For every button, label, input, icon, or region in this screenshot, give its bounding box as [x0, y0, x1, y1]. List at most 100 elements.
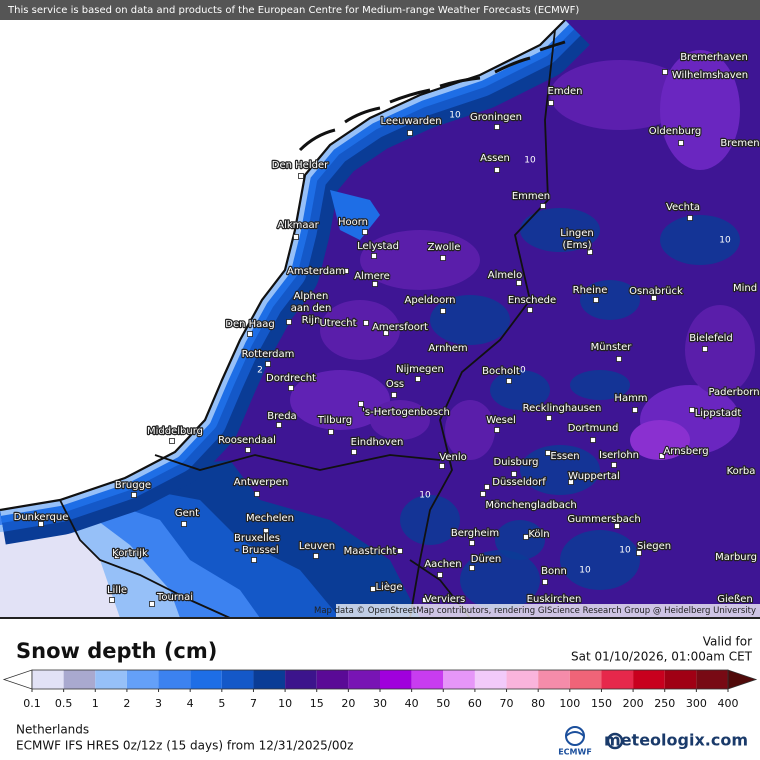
city-label: Emmen	[512, 191, 550, 202]
text-line: (Ems)	[562, 240, 591, 251]
city-label: Bocholt	[482, 366, 520, 377]
city-label: Almelo	[488, 270, 522, 281]
city-label: 's-Hertogenbosch	[362, 407, 450, 418]
city-label: Gent	[175, 508, 199, 519]
city-label: Rotterdam	[242, 349, 295, 360]
city-marker	[494, 124, 500, 130]
city-label: Assen	[480, 153, 510, 164]
city-label: Tournai	[156, 592, 193, 603]
city-marker	[545, 450, 551, 456]
snow-patch	[580, 280, 640, 320]
city-label: Marburg	[715, 552, 757, 563]
city-label: Nijmegen	[396, 364, 444, 375]
city-label: Breda	[267, 411, 296, 422]
snow-patch	[570, 370, 630, 400]
text-line: Rijn	[302, 315, 321, 326]
legend-swatch	[664, 670, 697, 689]
city-label: Almere	[354, 271, 390, 282]
city-label: Wesel	[486, 415, 516, 426]
brand-icon	[606, 732, 624, 750]
border	[154, 454, 441, 471]
city-marker	[38, 521, 44, 527]
ijsselmeer	[330, 190, 380, 240]
map: 10 10 10 2 10 10 10 10 Bremerhaven Wilhelmshaven E…	[0, 0, 760, 619]
city-marker	[494, 427, 500, 433]
colorbar-label: 4	[187, 697, 194, 710]
city-marker	[548, 100, 554, 106]
city-marker	[131, 492, 137, 498]
city-label: Düren	[471, 554, 501, 565]
legend-title: Snow depth (cm)	[16, 639, 217, 663]
city-marker	[651, 295, 657, 301]
city-marker	[328, 429, 334, 435]
brand[interactable]: meteologix.com	[604, 731, 748, 750]
city-label: Leuven	[299, 541, 335, 552]
legend-swatch	[158, 670, 191, 689]
snow-patch	[460, 550, 540, 610]
city-marker	[181, 521, 187, 527]
city-marker	[362, 229, 368, 235]
colorbar-label: 300	[686, 697, 707, 710]
attribution: This service is based on data and produc…	[7, 5, 579, 16]
city-label: Korba	[727, 466, 756, 477]
city-label: Essen	[550, 451, 579, 462]
city-marker	[439, 463, 445, 469]
city-label: Köln	[528, 529, 549, 540]
city-label: Mind	[733, 283, 757, 294]
city-marker	[440, 255, 446, 261]
city-marker	[689, 407, 695, 413]
city-label: Iserlohn	[599, 450, 639, 461]
city-label: Roosendaal	[218, 435, 276, 446]
colorbar-label: 250	[654, 697, 675, 710]
city-marker	[288, 385, 294, 391]
city-label: Siegen	[637, 541, 671, 552]
city-marker	[363, 320, 369, 326]
city-label: Lingen (Ems)	[560, 228, 594, 251]
city-label: Recklinghausen	[523, 403, 602, 414]
legend-swatch	[601, 670, 634, 689]
city-label: Dortmund	[568, 423, 619, 434]
colorbar-label: 70	[500, 697, 514, 710]
city-marker	[678, 140, 684, 146]
city-label: Aachen	[424, 559, 461, 570]
snow-patch	[685, 305, 755, 395]
city-label: Düsseldorf	[492, 477, 546, 488]
city-label: Oss	[386, 379, 404, 390]
city-marker	[659, 453, 665, 459]
city-label: Duisburg	[494, 457, 539, 468]
city-label: Gießen	[717, 594, 752, 605]
colorbar-label: 100	[559, 697, 580, 710]
city-label: Arnhem	[428, 343, 467, 354]
sea	[0, 20, 565, 510]
city-label: Bremerhaven	[680, 52, 748, 63]
map-credit: Map data © OpenStreetMap contributors, r…	[314, 606, 756, 616]
city-marker	[480, 491, 486, 497]
legend-swatch	[95, 670, 127, 689]
city-label: Zwolle	[428, 242, 461, 253]
border	[59, 499, 231, 619]
city-marker	[247, 331, 253, 337]
legend-swatch	[633, 670, 665, 689]
colorbar-over	[727, 669, 758, 690]
city-label: Wilhelmshaven	[672, 70, 748, 81]
text-line: aan den	[291, 303, 332, 314]
text-line: Lingen	[560, 228, 594, 239]
legend-swatch	[696, 670, 728, 689]
city-label: Amersfoort	[372, 322, 428, 333]
legend-swatch	[569, 670, 602, 689]
city-marker	[469, 540, 475, 546]
contour-label: 10	[514, 366, 526, 376]
city-marker	[298, 173, 304, 179]
legend-swatch	[538, 670, 570, 689]
contour-label: 10	[719, 236, 731, 246]
legend-swatch	[411, 670, 444, 689]
snow-patch	[520, 445, 600, 495]
contour-label: 10	[524, 156, 536, 166]
city-marker	[391, 392, 397, 398]
city-marker	[383, 330, 389, 336]
legend-swatch	[348, 670, 380, 689]
colorbar-label: 40	[405, 697, 419, 710]
city-label: Alphen aan den Rijn	[291, 291, 332, 326]
city-label: Apeldoorn	[405, 295, 456, 306]
